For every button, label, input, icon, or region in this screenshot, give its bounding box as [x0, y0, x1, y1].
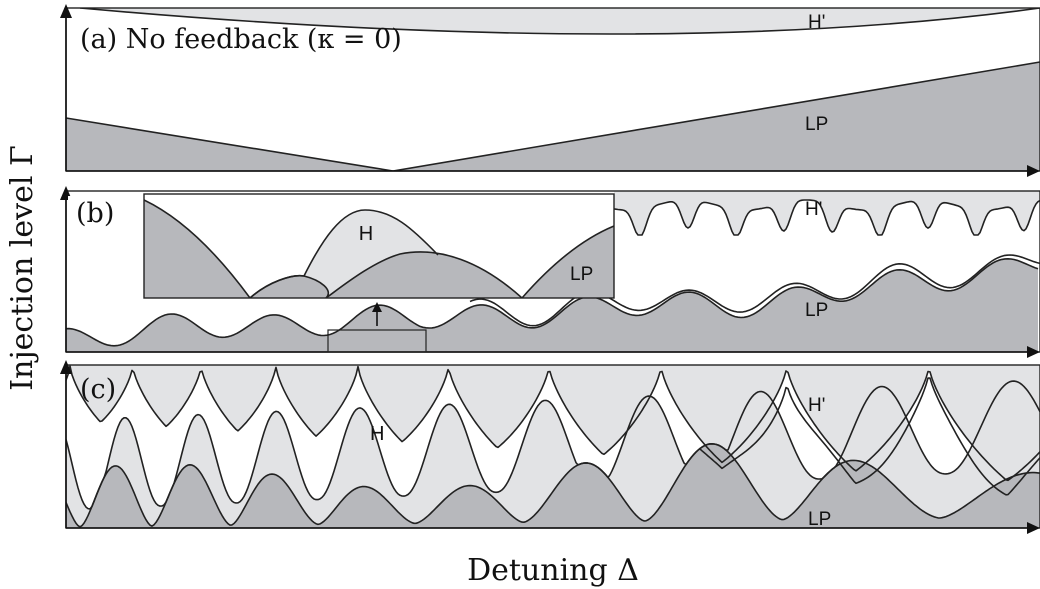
inset-lp-curve	[249, 225, 614, 298]
panel-c-h-prime-curve	[66, 365, 1040, 482]
panel-b-label: (b)	[76, 198, 114, 229]
panel-b-h-prime-label: H'	[805, 199, 822, 220]
panel-b-x-arrowhead	[1027, 346, 1040, 358]
panel-b-h-prime-curve	[613, 199, 1040, 236]
panel-a: (a) No feedback (κ = 0) H' LP	[60, 4, 1040, 177]
inset-frame	[143, 193, 615, 299]
panel-c-lp-region	[66, 443, 1040, 528]
panel-a-h-prime-curve	[79, 8, 1040, 35]
inset-h-label: H	[359, 223, 373, 245]
panel-c-y-arrowhead	[60, 360, 72, 374]
panel-a-h-prime-region	[80, 8, 1040, 34]
x-axis-label: Detuning Δ	[467, 553, 639, 588]
panel-c-h-prime-curve-inner	[699, 377, 1040, 496]
panel-c-h-region	[66, 381, 1040, 528]
panel-c-h-curve	[66, 380, 1040, 510]
panel-c-h-prime-label: H'	[808, 395, 825, 416]
panel-b-lp-curve-upper	[469, 254, 1040, 327]
panel-b-zoom-box	[327, 329, 427, 353]
panel-a-lp-label: LP	[805, 114, 828, 135]
panel-c: (c) H' H LP	[60, 360, 1040, 534]
inset-lp-right-region	[522, 226, 614, 298]
panel-c-lp-label: LP	[808, 509, 831, 530]
panel-c-label: (c)	[80, 374, 116, 405]
panel-a-lp-curve	[66, 61, 1040, 171]
panel-a-label: (a) No feedback (κ = 0)	[80, 24, 402, 55]
y-axis-label: Injection level Γ	[5, 145, 40, 391]
inset-lp-main-region	[326, 251, 522, 298]
panel-b: H LP (b) H' LP	[60, 186, 1040, 358]
panel-a-y-arrowhead	[60, 4, 72, 18]
panel-b-zoom-arrowhead	[372, 302, 382, 312]
inset-lp-left-region	[144, 200, 250, 298]
panel-c-h-label: H	[370, 423, 384, 445]
panel-b-lp-region	[66, 258, 1038, 352]
inset-lp-label: LP	[570, 264, 593, 285]
panel-b-lp-curve	[66, 258, 1039, 347]
panel-a-h-prime-label: H'	[808, 12, 825, 33]
panel-b-lp-label: LP	[805, 300, 828, 321]
panel-c-x-arrowhead	[1027, 522, 1040, 534]
panel-c-lp-curve	[66, 443, 1040, 528]
panel-b-h-prime-region	[614, 191, 1040, 235]
panel-a-lp-region	[66, 62, 1040, 171]
panel-b-inset: H LP	[143, 193, 615, 299]
panel-a-x-arrowhead	[1027, 165, 1040, 177]
inset-lp-mid-region	[250, 275, 329, 298]
